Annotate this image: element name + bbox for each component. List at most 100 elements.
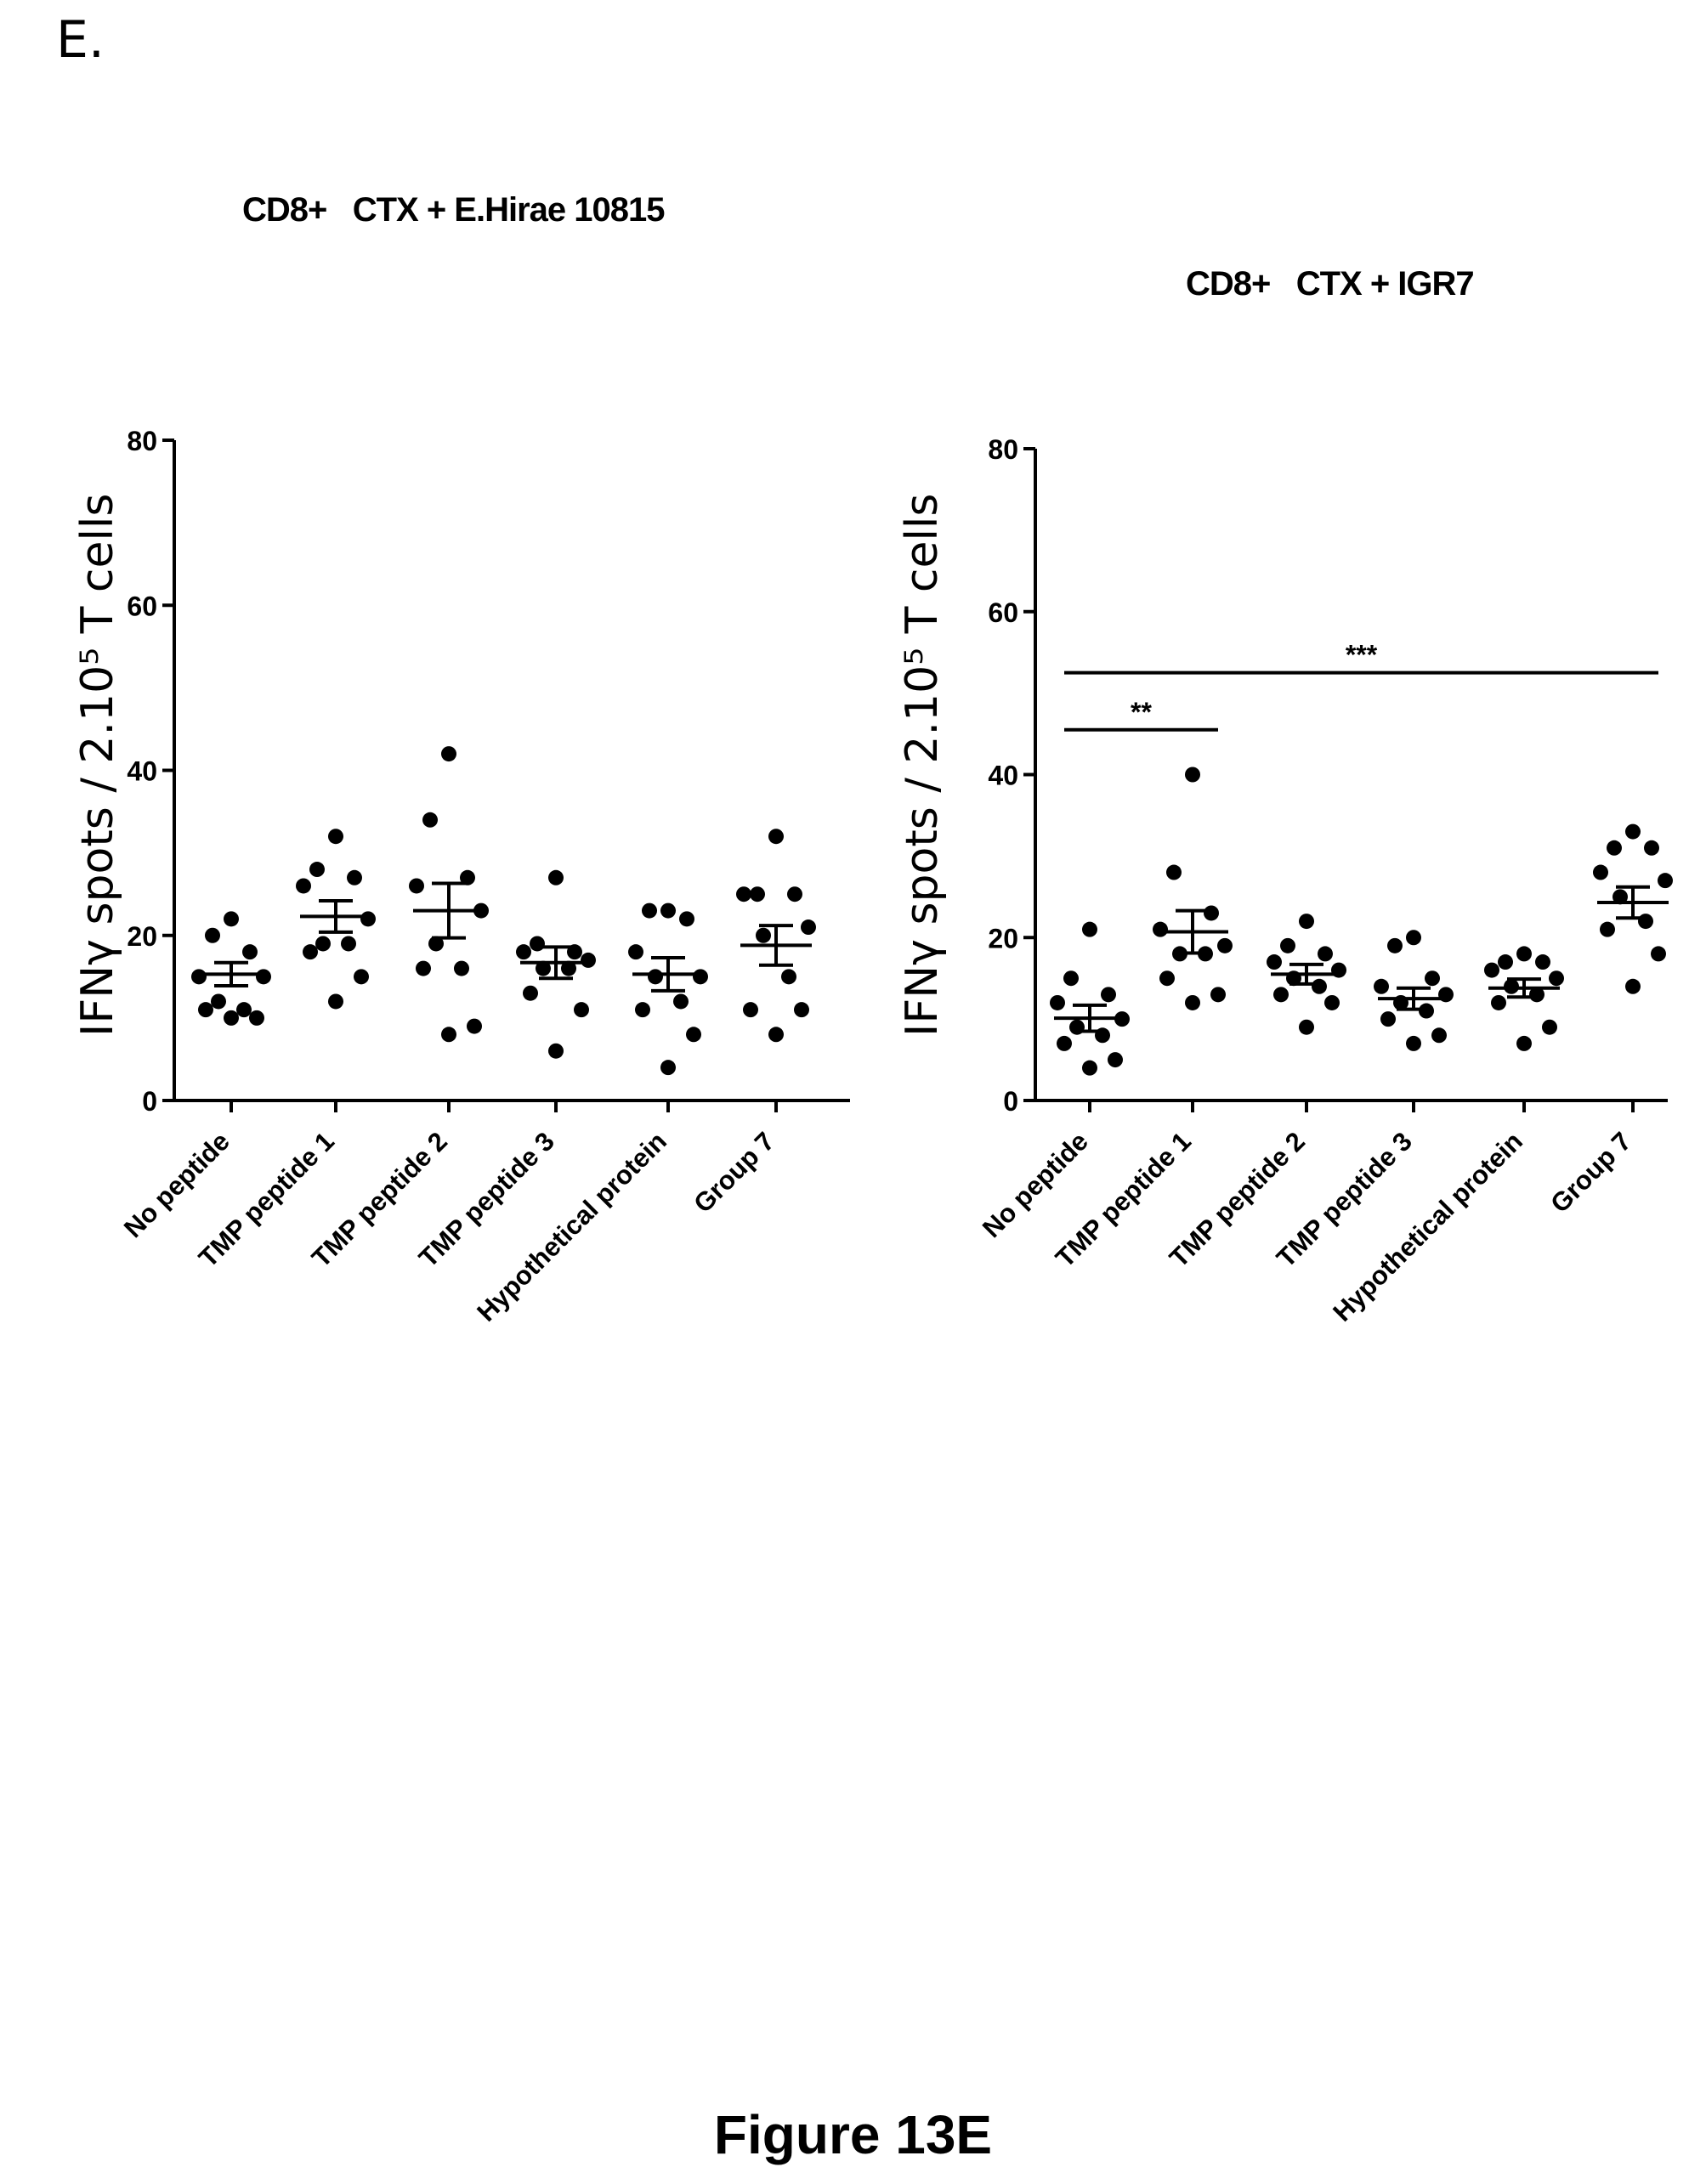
x-tick-label: Group 7 [688, 1126, 780, 1219]
chart-title-left: CD8+ CTX + E.Hirae 10815 [242, 191, 665, 229]
y-tick-label: 0 [142, 1086, 157, 1117]
data-point [409, 878, 424, 894]
y-tick-label: 60 [127, 591, 157, 621]
data-point [693, 969, 708, 985]
data-point [1387, 937, 1403, 953]
data-point [441, 746, 456, 762]
data-point [1516, 1035, 1532, 1051]
data-point [242, 944, 258, 960]
data-point [548, 1043, 564, 1059]
data-point [628, 944, 643, 960]
data-point [1431, 1027, 1447, 1044]
data-point [1312, 978, 1327, 994]
data-point [548, 869, 564, 885]
data-point [787, 886, 802, 902]
data-point [1542, 1019, 1557, 1035]
data-point [205, 927, 220, 943]
data-point [211, 993, 226, 1010]
y-tick-label: 40 [127, 756, 157, 787]
data-point [198, 1002, 213, 1018]
data-point [1057, 1035, 1072, 1051]
data-point [354, 969, 369, 985]
data-point [1050, 994, 1065, 1010]
data-point [224, 911, 239, 927]
data-point [1484, 962, 1499, 978]
significance-label: *** [1346, 640, 1378, 670]
x-tick-label: No peptide [118, 1126, 235, 1243]
data-point [1535, 954, 1550, 970]
data-point [794, 1002, 809, 1018]
data-point [1185, 994, 1200, 1010]
x-tick-label: Hypothetical protein [1327, 1126, 1528, 1327]
data-point [756, 927, 771, 943]
data-point [673, 993, 689, 1010]
data-point [249, 1010, 264, 1026]
data-point [428, 936, 444, 952]
data-point [1600, 921, 1615, 937]
data-point [635, 1002, 650, 1018]
data-point [530, 936, 545, 952]
data-point [1101, 987, 1116, 1003]
data-point [1498, 954, 1513, 970]
data-point [1638, 914, 1653, 930]
chart-title-right: CD8+ CTX + IGR7 [1186, 265, 1475, 303]
data-point [328, 993, 343, 1010]
data-point [581, 952, 596, 968]
data-point [660, 902, 676, 919]
x-tick-label: Group 7 [1544, 1126, 1637, 1219]
y-tick-label: 80 [988, 434, 1018, 465]
data-point [328, 829, 343, 845]
data-point [441, 1027, 456, 1043]
data-point [801, 919, 816, 936]
data-point [309, 862, 325, 878]
data-point [341, 936, 356, 952]
data-point [561, 960, 576, 976]
data-point [1625, 978, 1641, 994]
data-point [1299, 1019, 1314, 1035]
data-point [768, 1027, 784, 1043]
data-point [1210, 987, 1226, 1003]
data-point [1406, 1035, 1421, 1051]
data-point [1204, 905, 1219, 921]
data-point [416, 960, 431, 976]
data-point [781, 969, 796, 985]
panel-label: E. [56, 10, 105, 70]
data-point [1185, 767, 1200, 783]
y-tick-label: 80 [127, 426, 157, 456]
data-point [1644, 840, 1659, 856]
data-point [686, 1027, 701, 1043]
data-point [516, 944, 531, 960]
data-point [523, 985, 538, 1001]
data-point [660, 1060, 676, 1076]
data-point [768, 829, 784, 845]
data-point [1217, 937, 1233, 953]
figure-caption: Figure 13E [713, 2104, 993, 2165]
data-point [1549, 970, 1564, 987]
data-point [303, 944, 318, 960]
data-point [1374, 978, 1389, 994]
data-point [1273, 987, 1289, 1003]
data-point [750, 886, 765, 902]
data-point [1593, 864, 1608, 880]
data-point [679, 911, 694, 927]
data-point [1491, 994, 1506, 1010]
data-point [648, 969, 663, 985]
data-point [454, 960, 469, 976]
data-point [236, 1002, 252, 1018]
data-point [360, 911, 376, 927]
data-point [1108, 1052, 1123, 1068]
data-point [574, 1002, 589, 1018]
data-point [1063, 970, 1079, 987]
data-point [422, 812, 438, 828]
data-point [1267, 954, 1282, 970]
y-tick-label: 20 [988, 923, 1018, 953]
data-point [1324, 994, 1340, 1010]
data-point [1625, 823, 1641, 840]
data-point [1516, 946, 1532, 962]
data-point [1082, 1060, 1097, 1076]
y-tick-label: 40 [988, 761, 1018, 791]
significance-label: ** [1131, 697, 1152, 727]
data-point [536, 960, 551, 976]
x-tick-label: Hypothetical protein [471, 1126, 672, 1327]
